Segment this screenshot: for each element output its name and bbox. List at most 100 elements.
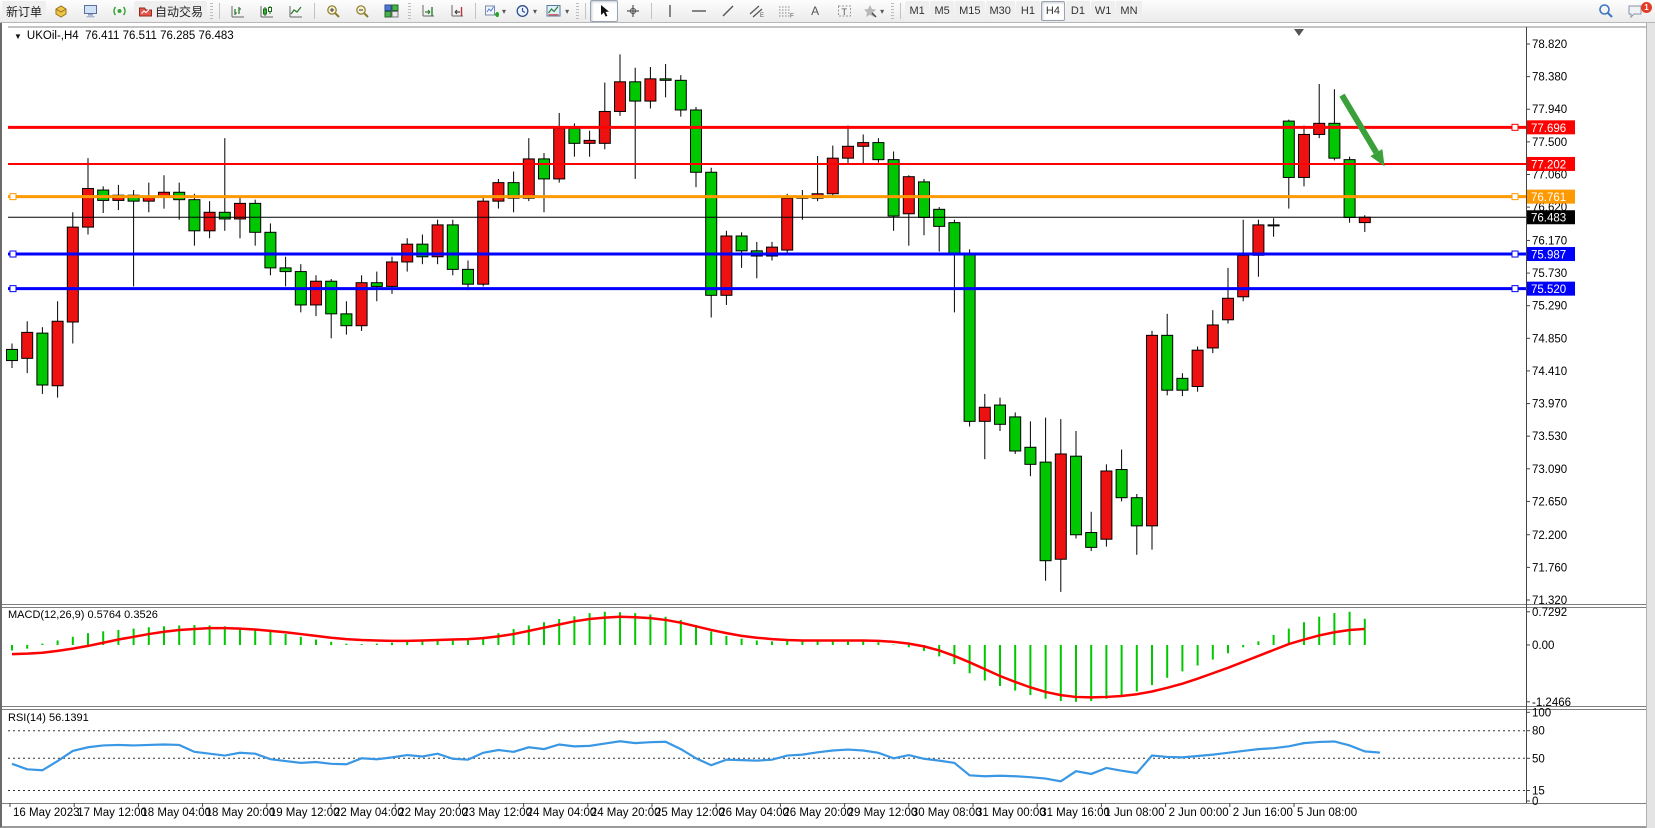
candle <box>1054 453 1067 560</box>
time-tick-label: 31 May 16:00 <box>1040 807 1110 819</box>
auto-trading-button[interactable]: 自动交易 <box>134 1 208 21</box>
candle <box>279 267 292 273</box>
candle <box>1206 324 1219 349</box>
chart-shift-icon[interactable] <box>414 0 442 22</box>
timeframe-m1[interactable]: M1 <box>905 1 930 21</box>
line-handle[interactable] <box>1511 250 1519 258</box>
add-indicator-button[interactable]: ▾ <box>480 0 510 22</box>
candle <box>82 188 94 228</box>
timeframe-mn[interactable]: MN <box>1116 1 1142 21</box>
svg-text:E: E <box>760 13 764 18</box>
line-handle[interactable] <box>9 193 17 201</box>
candle <box>568 128 581 144</box>
notifications-chat-icon[interactable]: 1 <box>1621 0 1652 22</box>
window-right-edge <box>1646 23 1655 828</box>
terminal-icon[interactable] <box>76 0 104 22</box>
candle <box>1282 120 1295 178</box>
candle <box>1176 377 1189 391</box>
candle <box>386 261 398 287</box>
rsi-axis-label: 0 <box>1532 796 1538 808</box>
line-handle[interactable] <box>1511 123 1519 131</box>
candle <box>538 158 550 180</box>
candle <box>1161 334 1174 391</box>
candle <box>446 224 459 270</box>
equidistant-channel-tool[interactable]: E <box>743 0 771 22</box>
timeframe-w1[interactable]: W1 <box>1090 1 1116 21</box>
auto-scroll-icon[interactable] <box>443 0 471 22</box>
trendline-tool[interactable] <box>714 0 742 22</box>
trend-arrow-line[interactable] <box>1339 93 1379 155</box>
price-tick-label: 77.500 <box>1532 137 1567 149</box>
timeframe-m15[interactable]: M15 <box>955 1 985 21</box>
horizontal-line-tool[interactable] <box>685 0 713 22</box>
candle <box>583 139 596 144</box>
candle <box>1024 446 1037 465</box>
period-clock-button[interactable]: ▾ <box>511 0 541 22</box>
package-icon[interactable] <box>47 0 75 22</box>
candle <box>1039 461 1052 562</box>
line-handle[interactable] <box>1511 285 1519 293</box>
price-tick-label: 73.090 <box>1532 464 1567 476</box>
time-tick-label: 5 Jun 08:00 <box>1297 807 1357 819</box>
text-tool[interactable]: A <box>811 4 820 18</box>
timeframe-m5[interactable]: M5 <box>930 1 955 21</box>
candlestick-chart-icon[interactable] <box>253 0 281 22</box>
time-tick-label: 17 May 12:00 <box>77 807 147 819</box>
price-line-badge-label: 77.202 <box>1531 159 1566 171</box>
line-handle[interactable] <box>1511 193 1519 201</box>
timeframe-m30[interactable]: M30 <box>985 1 1015 21</box>
timeframe-h4[interactable]: H4 <box>1040 1 1065 21</box>
macd-indicator-label: MACD(12,26,9) 0.5764 0.3526 <box>8 609 158 621</box>
zoom-in-icon[interactable] <box>319 0 347 22</box>
time-tick-label: 29 May 12:00 <box>848 807 918 819</box>
line-handle[interactable] <box>9 285 17 293</box>
chart-canvas[interactable]: 78.82078.38077.94077.50077.06076.62076.1… <box>2 23 1655 828</box>
cursor-tool[interactable] <box>590 0 619 22</box>
candle <box>340 313 353 327</box>
price-tick-label: 78.820 <box>1532 39 1567 51</box>
time-tick-label: 18 May 20:00 <box>206 807 276 819</box>
candle <box>1070 455 1082 536</box>
candle <box>948 222 961 256</box>
new-order-button[interactable]: 新订单 <box>2 1 47 21</box>
rsi-axis-label: 100 <box>1532 707 1551 719</box>
time-tick-label: 2 Jun 00:00 <box>1169 807 1229 819</box>
trend-arrow-head[interactable] <box>1370 148 1385 167</box>
chart-collapse-icon[interactable]: ▼ <box>14 32 22 41</box>
fibonacci-tool[interactable]: F <box>772 0 800 22</box>
candle <box>735 235 748 252</box>
time-tick-label: 30 May 08:00 <box>912 807 982 819</box>
price-tick-label: 76.170 <box>1532 235 1567 247</box>
zoom-out-icon[interactable] <box>348 0 376 22</box>
time-tick-label: 31 May 00:00 <box>976 807 1046 819</box>
candle <box>720 235 733 296</box>
signal-icon[interactable] <box>105 0 133 22</box>
search-icon[interactable] <box>1592 0 1620 22</box>
shapes-tool[interactable]: ▾ <box>859 0 888 22</box>
candle <box>492 182 505 202</box>
timeframe-h1[interactable]: H1 <box>1015 1 1040 21</box>
candle <box>842 145 854 159</box>
chart-shift-marker[interactable] <box>1294 29 1304 36</box>
tile-windows-icon[interactable] <box>377 0 405 22</box>
candle <box>1191 349 1204 387</box>
line-handle[interactable] <box>9 250 17 258</box>
vertical-line-tool[interactable] <box>656 0 684 22</box>
candle <box>51 320 64 387</box>
chart-template-button[interactable]: ▾ <box>542 0 573 22</box>
crosshair-tool[interactable] <box>619 0 647 22</box>
time-tick-label: 19 May 12:00 <box>270 807 340 819</box>
time-tick-label: 26 May 20:00 <box>783 807 853 819</box>
rsi-indicator-label: RSI(14) 56.1391 <box>8 712 89 724</box>
candle <box>6 348 18 362</box>
candle <box>66 226 79 323</box>
candle <box>522 158 535 199</box>
rsi-line <box>11 740 1381 783</box>
text-label-tool[interactable]: T <box>830 0 858 22</box>
line-chart-icon[interactable] <box>282 0 310 22</box>
bar-chart-icon[interactable] <box>224 0 252 22</box>
time-tick-label: 22 May 20:00 <box>398 807 468 819</box>
price-line-badge <box>1527 189 1575 204</box>
timeframe-d1[interactable]: D1 <box>1065 1 1090 21</box>
